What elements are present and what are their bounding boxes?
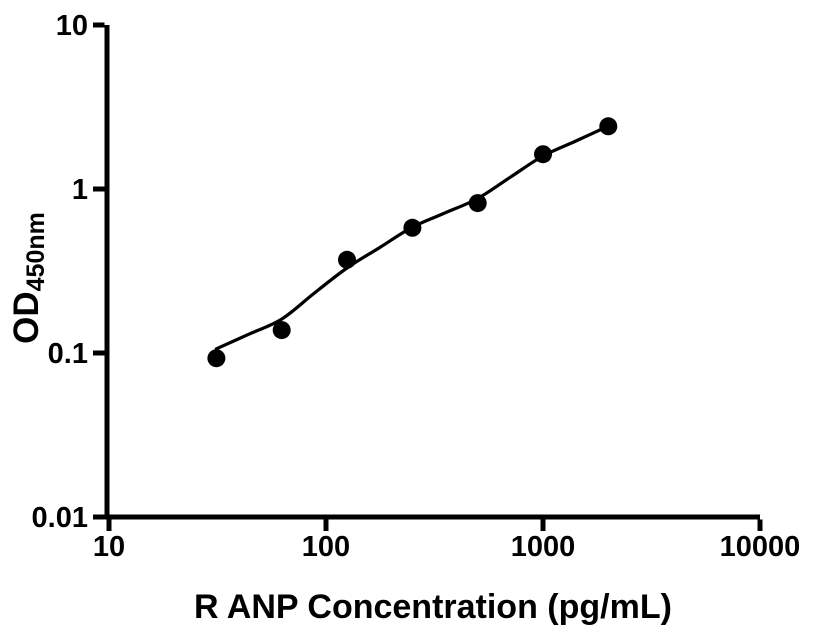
x-tick-label: 10	[93, 531, 125, 563]
data-point	[468, 194, 487, 213]
x-tick-label: 100	[302, 531, 350, 563]
y-tick-label: 1	[72, 174, 88, 206]
data-point	[272, 321, 291, 340]
data-point	[338, 250, 356, 269]
data-point	[403, 218, 422, 237]
y-axis-title-subscript: 450nm	[22, 212, 50, 291]
y-tick-label: 0.01	[32, 502, 88, 534]
x-tick-label: 10000	[720, 531, 801, 563]
plot-area	[207, 117, 618, 368]
x-tick-label: 1000	[511, 531, 576, 563]
data-point	[599, 117, 618, 136]
data-point	[534, 145, 552, 164]
y-axis-title: OD450nm	[7, 212, 50, 344]
y-axis-title-main: OD	[7, 291, 46, 344]
x-axis-title: R ANP Concentration (pg/mL)	[194, 588, 672, 626]
y-tick-label: 0.1	[48, 338, 88, 370]
x-axis-ticks: 10 100 1000 10000	[93, 519, 801, 563]
y-tick-label: 10	[56, 10, 88, 42]
axis-spine	[104, 25, 760, 520]
axes	[104, 25, 760, 520]
y-axis-ticks: 10 1 0.1 0.01	[32, 10, 105, 534]
data-point	[207, 349, 226, 368]
